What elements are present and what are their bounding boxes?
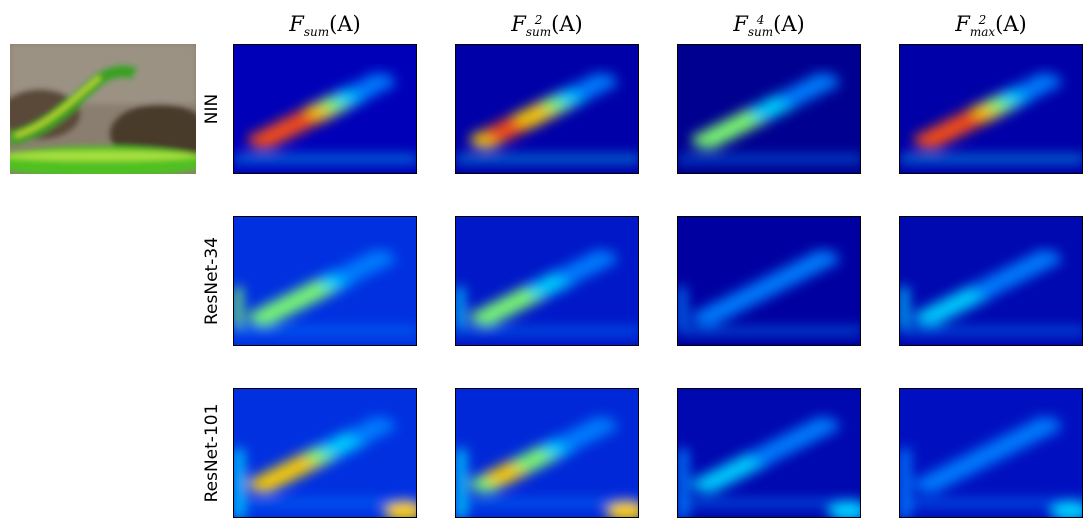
superscript: 2 <box>534 12 543 27</box>
superscript <box>304 14 329 26</box>
subscript: sum <box>303 24 330 39</box>
attention-heatmap <box>455 216 639 346</box>
column-title: F 4 sum (A) <box>733 12 805 39</box>
attention-heatmap <box>233 44 417 174</box>
superscript: 2 <box>978 12 987 27</box>
attention-heatmap <box>233 388 417 518</box>
attention-heatmap <box>677 388 861 518</box>
attention-heatmap <box>899 216 1083 346</box>
superscript: 4 <box>756 12 765 27</box>
attention-heatmap <box>677 44 861 174</box>
column-title: F 2 sum (A) <box>511 12 583 39</box>
attention-heatmap <box>233 216 417 346</box>
attention-heatmap <box>677 216 861 346</box>
column-title: F 2 max (A) <box>955 12 1027 39</box>
attention-heatmap <box>899 388 1083 518</box>
subscript: sum <box>747 24 774 39</box>
attention-heatmap <box>899 44 1083 174</box>
subscript: sum <box>525 24 552 39</box>
input-image-green-snake <box>10 44 196 174</box>
attention-heatmap <box>455 388 639 518</box>
attention-heatmap <box>455 44 639 174</box>
subscript: max <box>969 24 996 39</box>
